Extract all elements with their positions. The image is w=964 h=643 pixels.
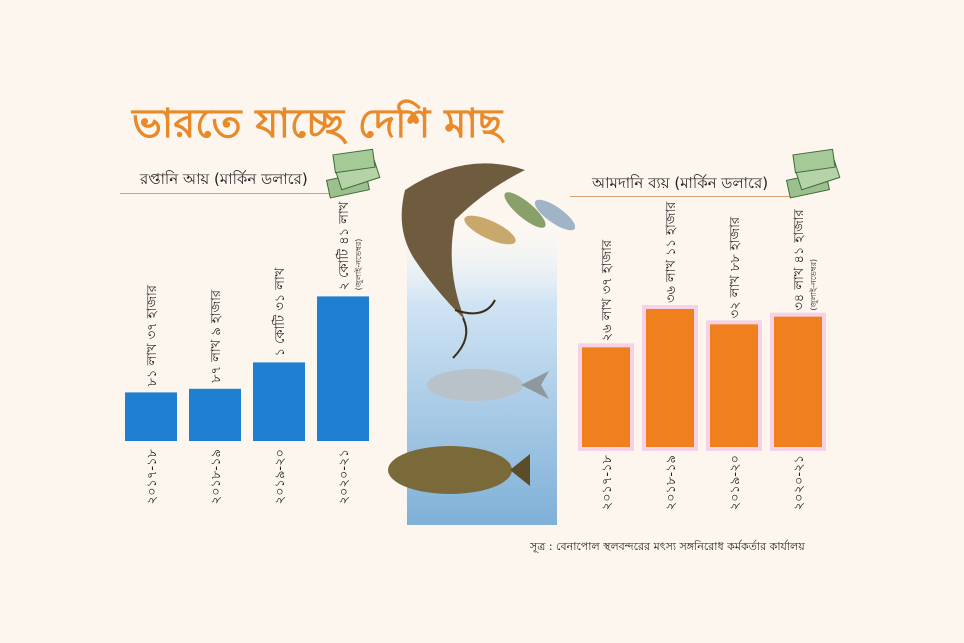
bar [125,392,177,441]
value-label: ২৬ লাখ ৩৭ হাজার [600,239,615,341]
value-label: ৩৪ লাখ ৪১ হাজার [792,209,807,311]
money-stack-icon [325,148,381,199]
bar [253,362,305,441]
category-label: ২০২০-২১ [337,449,352,504]
value-note: (জুলাই-নভেম্বর) [354,239,363,291]
import-divider [570,196,790,197]
bar [646,309,694,447]
category-label: ২০১৭-১৮ [600,454,615,510]
value-label: ৮১ লাখ ৩৭ হাজার [145,284,160,386]
export-divider [120,193,350,194]
bar [710,324,758,447]
category-label: ২০১৮-১৯ [209,449,224,504]
category-label: ২০১৯-২০ [273,449,288,504]
value-label: ২ কোটি ৪১ লাখ [336,201,352,290]
value-label: ৮৭ লাখ ৯ হাজার [209,289,224,383]
value-note: (জুলাই-নভেম্বর) [809,259,818,311]
value-label: ৩৬ লাখ ১১ হাজার [664,201,679,303]
category-label: ২০১৮-১৯ [664,455,679,510]
source-note: সূত্র : বেনাপোল স্থলবন্দরের মৎস্য সঙ্গনি… [530,540,805,553]
page-title: ভারতে যাচ্ছে দেশি মাছ [132,101,503,147]
bar [774,316,822,447]
value-label: ৩২ লাখ ৮৮ হাজার [728,216,743,318]
bar [317,296,369,441]
fish-illustration [388,163,575,525]
money-stack-icon [785,148,841,199]
bar [582,347,630,447]
value-label: ১ কোটি ৩১ লাখ [272,267,288,356]
category-label: ২০২০-২১ [792,455,807,510]
export-section-label: রপ্তানি আয় (মার্কিন ডলারে) [140,170,308,188]
import-section-label: আমদানি ব্যয় (মার্কিন ডলারে) [592,174,769,192]
category-label: ২০১৯-২০ [728,455,743,510]
category-label: ২০১৭-১৮ [145,448,160,504]
bar [189,388,241,441]
